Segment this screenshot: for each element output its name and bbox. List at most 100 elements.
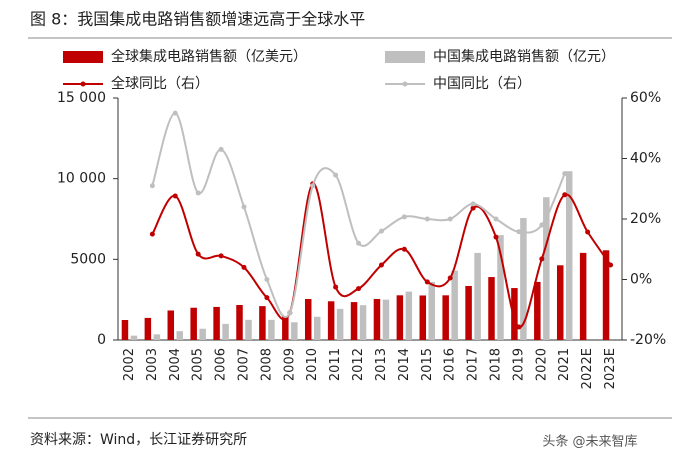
line-marker [447, 216, 453, 222]
line-marker [493, 216, 499, 222]
bar [442, 295, 449, 340]
x-tick-label: 2015 [420, 348, 435, 381]
source: 资料来源：Wind，长江证券研究所 [30, 432, 247, 448]
watermark: 头条 @未来智库 [542, 434, 637, 450]
line-marker [585, 229, 591, 235]
bar [144, 317, 152, 340]
bar [359, 305, 367, 340]
line-marker [241, 204, 247, 210]
bar [190, 307, 197, 340]
bar [213, 306, 220, 340]
line-marker [149, 183, 155, 189]
y-tick-label: 0 [97, 332, 106, 348]
y-tick-label: 10 000 [57, 171, 106, 187]
line [151, 112, 566, 318]
x-tick-label: 2022E [580, 348, 595, 389]
legend-swatch [80, 81, 86, 87]
bar [556, 265, 564, 340]
bar [130, 335, 138, 340]
line-marker [401, 214, 407, 220]
bar [199, 328, 206, 340]
line-marker [172, 110, 178, 116]
line-marker [264, 295, 270, 301]
bar [350, 302, 358, 340]
line-marker [241, 264, 247, 270]
y-tick-label: 15 000 [57, 90, 106, 106]
line-marker [424, 279, 430, 285]
bar [121, 319, 129, 340]
line-marker [539, 256, 545, 262]
line-marker [562, 171, 568, 177]
bar [474, 252, 481, 340]
line-marker [310, 183, 316, 189]
legend-label: 全球同比（右） [111, 75, 209, 92]
legend-swatch [63, 51, 103, 63]
bar [327, 301, 335, 340]
bar [176, 331, 184, 340]
bar [534, 281, 541, 340]
chart-title: 图 8：我国集成电路销售额增速远高于全球水平 [30, 10, 365, 29]
bar [405, 291, 413, 340]
legend-label: 中国同比（右） [433, 76, 531, 92]
x-tick-label: 2014 [397, 348, 412, 381]
bar [382, 299, 390, 340]
line-marker [424, 216, 430, 222]
bar [222, 323, 229, 340]
line-marker [195, 251, 201, 257]
bar [543, 197, 550, 340]
x-tick-label: 2003 [145, 348, 160, 381]
x-tick-label: 2018 [489, 348, 504, 381]
y2-tick-label: 40% [630, 151, 661, 167]
line-marker [333, 284, 339, 290]
bar [465, 285, 472, 340]
bar [268, 319, 275, 340]
y2-tick-label: 60% [630, 90, 661, 106]
x-tick-label: 2017 [466, 348, 481, 381]
line-marker [378, 228, 384, 234]
bar [313, 316, 321, 340]
line-marker [401, 246, 407, 252]
x-tick-label: 2008 [259, 348, 274, 381]
bar [304, 299, 312, 340]
legend-swatch [402, 81, 408, 87]
y2-tick-label: 0% [630, 272, 652, 288]
line-marker [516, 229, 522, 235]
x-tick-label: 2013 [374, 348, 389, 381]
line-marker [264, 277, 270, 282]
line-marker [287, 310, 293, 316]
legend-label: 全球集成电路销售额（亿美元） [111, 48, 307, 65]
x-tick-label: 2011 [328, 348, 343, 381]
bar [259, 306, 266, 340]
line-marker [378, 262, 384, 268]
bar [428, 281, 436, 340]
x-tick-label: 2020 [534, 348, 549, 381]
legend-label: 中国集成电路销售额（亿元） [433, 48, 615, 65]
line-marker [493, 234, 499, 240]
line-marker [149, 231, 155, 237]
line-marker [356, 286, 362, 292]
line-marker [333, 172, 339, 178]
bar [520, 218, 527, 340]
x-tick-label: 2019 [511, 348, 526, 381]
line-marker [516, 324, 522, 330]
bar [451, 270, 458, 340]
x-tick-label: 2021 [557, 348, 572, 381]
bar [488, 277, 495, 340]
bar [291, 322, 298, 340]
line-marker [218, 253, 224, 259]
x-tick-label: 2010 [305, 348, 320, 381]
x-tick-label: 2004 [168, 348, 183, 381]
bar [336, 308, 344, 340]
bar [497, 235, 504, 340]
line-marker [356, 240, 362, 246]
bar [511, 288, 518, 340]
x-tick-label: 2016 [443, 348, 458, 381]
line-marker [470, 201, 476, 207]
bar [396, 295, 404, 340]
bar [153, 334, 161, 340]
x-tick-label: 2023E [603, 348, 618, 389]
x-tick-label: 2012 [351, 348, 366, 381]
line-marker [562, 192, 568, 198]
y-tick-label: 5000 [70, 251, 106, 267]
